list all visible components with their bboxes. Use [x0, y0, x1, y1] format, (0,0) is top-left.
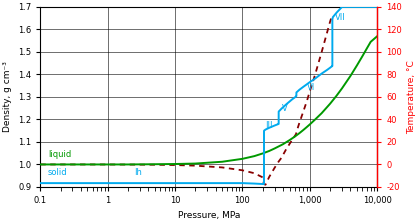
- Y-axis label: Temperature, °C: Temperature, °C: [407, 60, 417, 134]
- Text: V: V: [281, 104, 287, 113]
- X-axis label: Pressure, MPa: Pressure, MPa: [178, 211, 240, 219]
- Y-axis label: Density, g cm⁻³: Density, g cm⁻³: [3, 62, 13, 132]
- Text: Ih: Ih: [134, 168, 142, 177]
- Text: liquid: liquid: [48, 150, 71, 159]
- Text: III: III: [265, 121, 272, 130]
- Text: solid: solid: [48, 168, 68, 177]
- Text: VII: VII: [336, 12, 346, 22]
- Text: VI: VI: [307, 83, 315, 93]
